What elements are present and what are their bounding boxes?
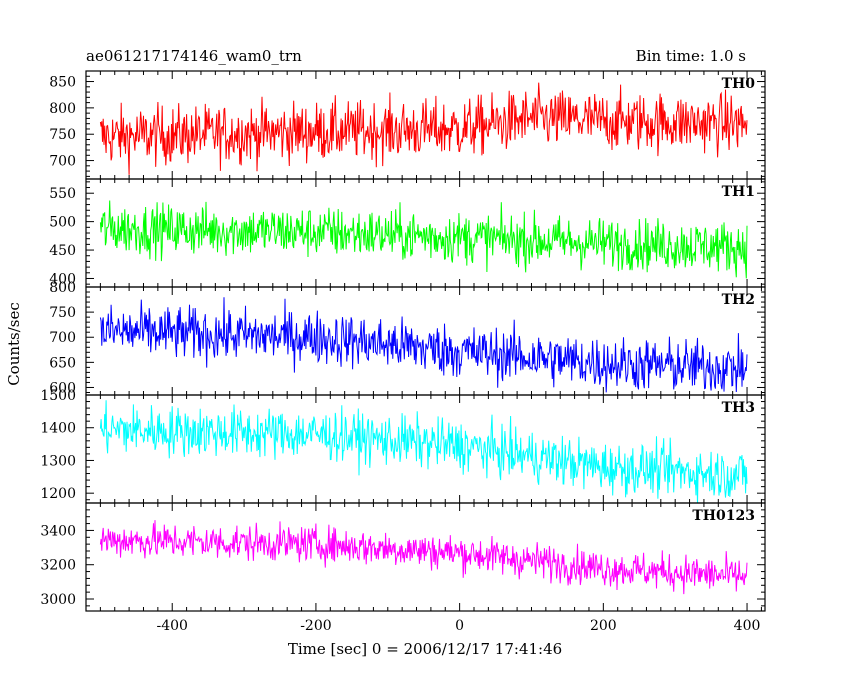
y-tick-label: 3400 — [40, 523, 76, 539]
panel-th0: 700 750 800 850 TH0 — [49, 70, 766, 180]
y-tick-label: 800 — [49, 101, 76, 117]
y-tick-label: 700 — [49, 154, 76, 170]
x-tick-label: 0 — [455, 618, 464, 634]
y-tick-label: 1500 — [40, 388, 76, 404]
x-tick-label: -400 — [156, 618, 187, 634]
y-tick-label: 3000 — [40, 592, 76, 608]
x-tick-label: 400 — [734, 618, 761, 634]
panel-label-th1: TH1 — [722, 184, 755, 200]
y-tick-label: 450 — [49, 243, 76, 259]
panel-frame — [85, 286, 766, 396]
y-tick-label: 750 — [49, 127, 76, 143]
y-tick-label: 1300 — [40, 453, 76, 469]
panel-label-th3: TH3 — [722, 400, 755, 416]
series-line-th3 — [99, 400, 748, 503]
y-tick-label: 850 — [49, 75, 76, 91]
y-tick-label: 1200 — [40, 486, 76, 502]
y-tick-label: 800 — [49, 280, 76, 296]
panel-frame — [85, 502, 766, 612]
x-tick-label: -200 — [300, 618, 331, 634]
series-line-th0123 — [99, 520, 748, 595]
panel-th1: 400 450 500 550 TH1 — [49, 178, 766, 288]
y-tick-label: 400 — [49, 271, 76, 287]
panel-label-th0123: TH0123 — [692, 508, 755, 524]
plot-title: ae061217174146_wam0_trn — [86, 47, 302, 65]
panel-label-th0: TH0 — [722, 76, 756, 92]
y-tick-label: 750 — [49, 305, 76, 321]
y-tick-label: 650 — [49, 355, 76, 371]
y-axis-label: Counts/sec — [5, 302, 23, 386]
y-tick-label: 700 — [49, 330, 76, 346]
panel-th0123: 3000 3200 3400 TH0123 — [40, 502, 766, 612]
panel-th2: 600 650 700 750 800 TH2 — [49, 280, 766, 396]
panel-label-th2: TH2 — [722, 292, 755, 308]
y-tick-label: 600 — [49, 380, 76, 396]
series-line-th2 — [99, 297, 748, 393]
panel-th3: 1200 1300 1400 1500 TH3 — [40, 388, 766, 504]
y-tick-label: 500 — [49, 215, 76, 231]
x-axis-label: Time [sec] 0 = 2006/12/17 17:41:46 — [288, 640, 562, 658]
y-tick-label: 550 — [49, 186, 76, 202]
series-line-th1 — [99, 200, 748, 279]
x-tick-label: 200 — [590, 618, 617, 634]
y-tick-label: 1400 — [40, 421, 76, 437]
series-line-th0 — [99, 82, 748, 175]
bin-time-label: Bin time: 1.0 s — [636, 47, 746, 65]
y-tick-label: 3200 — [40, 558, 76, 574]
